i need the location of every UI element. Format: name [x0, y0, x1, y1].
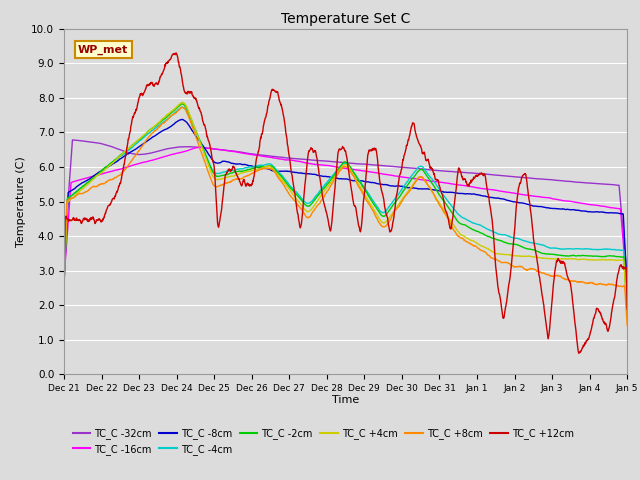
TC_C +12cm [60, 294, 68, 300]
TC_C -8cm [319, 173, 327, 179]
TC_C +8cm [319, 195, 327, 201]
TC_C +4cm [504, 252, 511, 257]
TC_C -2cm [319, 186, 327, 192]
TC_C -32cm [60, 254, 68, 260]
TC_C +4cm [607, 257, 615, 263]
TC_C +12cm [504, 289, 511, 295]
TC_C -32cm [504, 173, 511, 179]
TC_C -8cm [607, 210, 614, 216]
TC_C -16cm [607, 205, 614, 211]
TC_C +4cm [89, 177, 97, 182]
TC_C -32cm [319, 158, 327, 164]
TC_C +8cm [607, 282, 615, 288]
TC_C -16cm [89, 174, 97, 180]
TC_C +12cm [623, 306, 631, 312]
Line: TC_C +8cm: TC_C +8cm [64, 107, 627, 325]
Text: WP_met: WP_met [78, 44, 129, 55]
TC_C -32cm [334, 159, 342, 165]
TC_C -4cm [607, 247, 614, 252]
TC_C -8cm [504, 198, 511, 204]
TC_C -4cm [60, 281, 68, 287]
TC_C -2cm [334, 167, 342, 172]
TC_C -2cm [607, 253, 614, 259]
TC_C -16cm [334, 164, 342, 170]
TC_C -16cm [197, 144, 205, 150]
TC_C -4cm [623, 307, 631, 312]
TC_C +8cm [623, 323, 631, 328]
TC_C -8cm [607, 210, 615, 216]
X-axis label: Time: Time [332, 395, 359, 405]
Y-axis label: Temperature (C): Temperature (C) [16, 156, 26, 247]
TC_C +4cm [319, 190, 327, 195]
TC_C +12cm [89, 214, 97, 220]
TC_C -8cm [89, 174, 97, 180]
TC_C +4cm [178, 99, 186, 105]
TC_C +8cm [607, 282, 614, 288]
TC_C +12cm [607, 313, 615, 319]
TC_C -32cm [623, 274, 631, 280]
TC_C +12cm [607, 311, 615, 316]
TC_C +4cm [334, 168, 342, 174]
TC_C -32cm [89, 139, 97, 145]
TC_C +12cm [334, 149, 342, 155]
TC_C -2cm [623, 311, 631, 316]
TC_C +8cm [334, 171, 342, 177]
TC_C -16cm [623, 286, 631, 291]
TC_C -32cm [68, 137, 76, 143]
TC_C +12cm [172, 50, 180, 56]
TC_C +12cm [319, 197, 327, 203]
TC_C -2cm [60, 281, 68, 287]
Line: TC_C +12cm: TC_C +12cm [64, 53, 627, 353]
TC_C +4cm [607, 257, 614, 263]
TC_C +12cm [575, 350, 582, 356]
Line: TC_C -8cm: TC_C -8cm [64, 120, 627, 289]
TC_C +8cm [504, 260, 511, 266]
Line: TC_C -4cm: TC_C -4cm [64, 107, 627, 310]
TC_C -8cm [179, 117, 186, 122]
TC_C -32cm [607, 181, 615, 187]
TC_C -4cm [504, 233, 511, 239]
TC_C -2cm [607, 253, 615, 259]
TC_C -16cm [607, 205, 615, 211]
TC_C +4cm [623, 312, 631, 318]
TC_C -4cm [319, 184, 327, 190]
TC_C -8cm [60, 281, 68, 287]
TC_C -16cm [319, 162, 327, 168]
TC_C -2cm [504, 240, 511, 246]
TC_C +8cm [60, 286, 68, 291]
Line: TC_C -32cm: TC_C -32cm [64, 140, 627, 277]
TC_C -32cm [607, 181, 614, 187]
TC_C -4cm [178, 104, 186, 110]
TC_C -4cm [334, 167, 342, 172]
Line: TC_C -16cm: TC_C -16cm [64, 147, 627, 288]
TC_C +8cm [89, 184, 97, 190]
TC_C -8cm [334, 176, 342, 181]
TC_C -2cm [179, 101, 186, 107]
TC_C -16cm [504, 189, 511, 195]
TC_C +4cm [60, 283, 68, 289]
Line: TC_C +4cm: TC_C +4cm [64, 102, 627, 315]
TC_C -4cm [607, 247, 615, 252]
TC_C -8cm [623, 286, 631, 292]
TC_C +8cm [178, 104, 186, 110]
TC_C -4cm [89, 176, 97, 182]
TC_C -16cm [60, 276, 68, 282]
TC_C -2cm [89, 175, 97, 181]
Line: TC_C -2cm: TC_C -2cm [64, 104, 627, 313]
Legend: TC_C -32cm, TC_C -16cm, TC_C -8cm, TC_C -4cm, TC_C -2cm, TC_C +4cm, TC_C +8cm, T: TC_C -32cm, TC_C -16cm, TC_C -8cm, TC_C … [69, 424, 577, 459]
Title: Temperature Set C: Temperature Set C [281, 12, 410, 26]
